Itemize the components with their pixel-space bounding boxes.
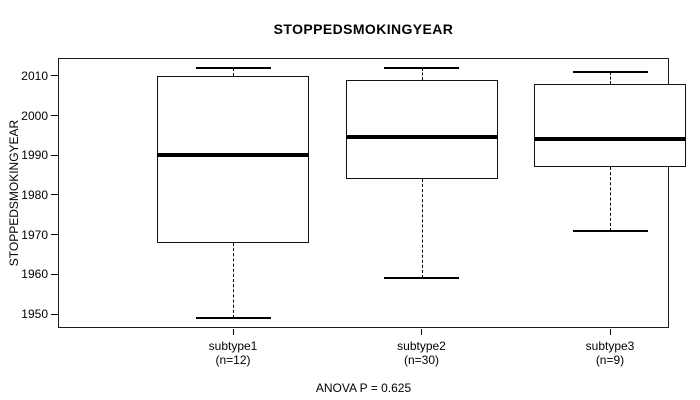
- chart-title: STOPPEDSMOKINGYEAR: [273, 21, 454, 37]
- lower-whisker-line: [421, 179, 423, 279]
- group-name-label: subtype3: [585, 339, 635, 353]
- upper-whisker-line: [421, 67, 423, 80]
- group-name-label: subtype2: [397, 339, 446, 353]
- y-axis-tick-label: 1990: [21, 148, 48, 163]
- lower-whisker-line: [233, 242, 234, 319]
- median-line: [534, 137, 686, 142]
- plot-frame: [58, 58, 669, 328]
- lower-whisker-line: [610, 167, 611, 231]
- y-axis-tick: [51, 115, 58, 117]
- upper-whisker-line: [610, 71, 611, 84]
- y-axis-tick-label: 1980: [21, 187, 48, 202]
- y-axis-tick-label: 1960: [21, 267, 48, 282]
- y-axis-tick-label: 2010: [21, 68, 48, 83]
- group-count-label: (n=30): [403, 353, 440, 367]
- box-iqr-rect: [345, 79, 498, 180]
- upper-whisker-cap: [384, 66, 459, 69]
- x-group-label: subtype2 (n=30): [352, 339, 492, 367]
- group-count-label: (n=12): [215, 353, 251, 367]
- y-axis-tick: [51, 313, 58, 315]
- x-axis-tick: [232, 329, 234, 335]
- y-axis-tick: [51, 75, 58, 77]
- lower-whisker-cap: [572, 229, 648, 232]
- y-axis-tick-label: 1950: [21, 307, 48, 322]
- upper-whisker-cap: [195, 66, 271, 69]
- anova-annotation: ANOVA P = 0.625: [315, 381, 412, 395]
- upper-whisker-line: [233, 67, 234, 76]
- group-name-label: subtype1: [208, 339, 258, 353]
- y-axis-tick: [51, 154, 58, 156]
- y-axis-tick-label: 1970: [21, 227, 48, 242]
- box-iqr-rect: [534, 83, 686, 168]
- y-axis-tick: [51, 194, 58, 196]
- y-axis-tick-label: 2000: [21, 108, 48, 123]
- median-line: [157, 153, 309, 158]
- upper-whisker-cap: [572, 70, 648, 73]
- lower-whisker-cap: [384, 277, 459, 280]
- x-group-label: subtype3 (n=9): [540, 339, 680, 367]
- x-axis-tick: [421, 329, 422, 335]
- x-group-label: subtype1 (n=12): [163, 339, 303, 367]
- y-axis-tick: [51, 234, 58, 236]
- group-count-label: (n=9): [595, 353, 625, 367]
- median-line: [345, 135, 498, 140]
- y-axis-tick: [51, 273, 58, 275]
- lower-whisker-cap: [195, 317, 271, 320]
- box-iqr-rect: [157, 75, 309, 243]
- x-axis-tick: [609, 329, 611, 335]
